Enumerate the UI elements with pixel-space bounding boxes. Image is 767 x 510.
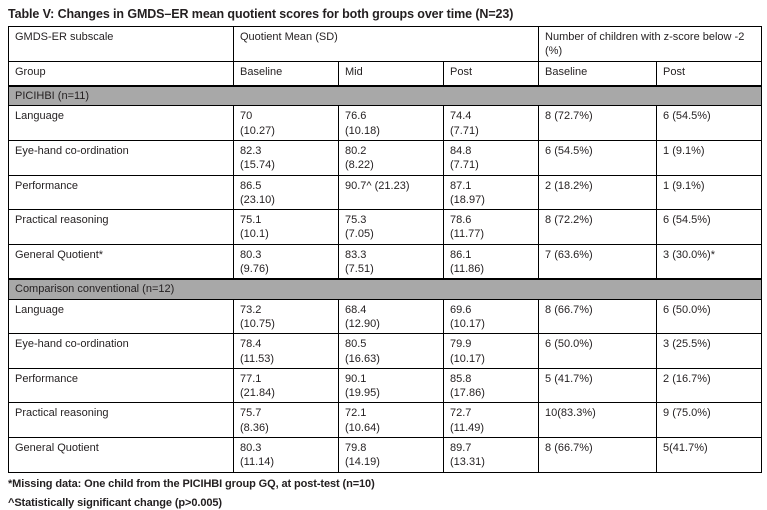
cell-baseline: 78.4 (11.53) xyxy=(233,333,339,369)
header-row-groups: GMDS-ER subscale Quotient Mean (SD) Numb… xyxy=(8,26,763,62)
cell-z-baseline: 8 (66.7%) xyxy=(538,298,658,335)
cell-z-post: 5(41.7%) xyxy=(656,437,763,473)
cell-z-post: 3 (25.5%) xyxy=(656,333,763,369)
cell-z-baseline: 2 (18.2%) xyxy=(538,174,658,211)
row-label: Eye-hand co-ordination xyxy=(8,333,234,369)
cell-z-post: 1 (9.1%) xyxy=(656,174,763,211)
cell-post: 78.6 (11.77) xyxy=(442,209,540,245)
header-group: Group xyxy=(8,60,234,87)
table-row: General Quotient* 80.3 (9.76) 83.3 (7.51… xyxy=(8,243,763,280)
table-row: Performance 77.1 (21.84) 90.1 (19.95) 85… xyxy=(8,367,763,404)
cell-z-post: 6 (50.0%) xyxy=(656,298,763,335)
cell-baseline: 86.5 (23.10) xyxy=(233,174,339,211)
row-label: General Quotient* xyxy=(8,243,234,280)
cell-mid: 83.3 (7.51) xyxy=(338,243,444,280)
cell-baseline: 75.1 (10.1) xyxy=(233,209,339,245)
cell-post: 69.6 (10.17) xyxy=(442,298,540,335)
cell-z-post: 1 (9.1%) xyxy=(656,139,763,176)
cell-z-baseline: 6 (50.0%) xyxy=(538,333,658,369)
cell-z-post: 6 (54.5%) xyxy=(656,105,763,141)
cell-baseline: 70 (10.27) xyxy=(233,105,339,141)
table-row: Eye-hand co-ordination 78.4 (11.53) 80.5… xyxy=(8,333,763,369)
cell-baseline: 80.3 (9.76) xyxy=(233,243,339,280)
cell-post: 86.1 (11.86) xyxy=(442,243,540,280)
header-subscale: GMDS-ER subscale xyxy=(8,26,234,62)
cell-baseline: 75.7 (8.36) xyxy=(233,402,339,439)
table-row: Language 73.2 (10.75) 68.4 (12.90) 69.6 … xyxy=(8,298,763,335)
cell-baseline: 80.3 (11.14) xyxy=(233,437,339,473)
header-quotient-mean: Quotient Mean (SD) xyxy=(232,26,540,62)
cell-z-baseline: 8 (66.7%) xyxy=(538,437,658,473)
cell-post: 74.4 (7.71) xyxy=(442,105,540,141)
header-row-columns: Group Baseline Mid Post Baseline Post xyxy=(8,60,763,87)
row-label: Performance xyxy=(8,367,234,404)
cell-z-baseline: 5 (41.7%) xyxy=(538,367,658,404)
section-header-picihbi: PICIHBI (n=11) xyxy=(7,85,763,107)
cell-mid: 76.6 (10.18) xyxy=(338,105,444,141)
cell-mid: 90.1 (19.95) xyxy=(338,367,444,404)
cell-z-post: 9 (75.0%) xyxy=(656,402,763,439)
table-row: Practical reasoning 75.7 (8.36) 72.1 (10… xyxy=(8,402,763,439)
header-z-baseline: Baseline xyxy=(538,60,658,87)
row-label: Eye-hand co-ordination xyxy=(8,139,234,176)
cell-z-post: 3 (30.0%)* xyxy=(656,243,763,280)
cell-mid: 72.1 (10.64) xyxy=(338,402,444,439)
row-label: General Quotient xyxy=(8,437,234,473)
cell-z-baseline: 7 (63.6%) xyxy=(538,243,658,280)
cell-z-baseline: 10(83.3%) xyxy=(538,402,658,439)
section-header-comparison: Comparison conventional (n=12) xyxy=(7,278,763,300)
cell-post: 89.7 (13.31) xyxy=(442,437,540,473)
header-z-post: Post xyxy=(656,60,763,87)
header-zscore: Number of children with z-score below -2… xyxy=(538,26,763,62)
footnote-missing-data: *Missing data: One child from the PICIHB… xyxy=(8,477,375,490)
row-label: Language xyxy=(8,105,234,141)
row-label: Practical reasoning xyxy=(8,209,234,245)
cell-post: 72.7 (11.49) xyxy=(442,402,540,439)
cell-z-baseline: 8 (72.2%) xyxy=(538,209,658,245)
cell-mid: 80.5 (16.63) xyxy=(338,333,444,369)
cell-post: 87.1 (18.97) xyxy=(442,174,540,211)
row-label: Practical reasoning xyxy=(8,402,234,439)
cell-post: 84.8 (7.71) xyxy=(442,139,540,176)
row-label: Performance xyxy=(8,174,234,211)
cell-z-post: 2 (16.7%) xyxy=(656,367,763,404)
cell-baseline: 82.3 (15.74) xyxy=(233,139,339,176)
cell-post: 79.9 (10.17) xyxy=(442,333,540,369)
table-row: Language 70 (10.27) 76.6 (10.18) 74.4 (7… xyxy=(8,105,763,141)
cell-mid: 80.2 (8.22) xyxy=(338,139,444,176)
header-post: Post xyxy=(442,60,540,87)
gmds-table: GMDS-ER subscale Quotient Mean (SD) Numb… xyxy=(7,26,763,473)
cell-mid: 68.4 (12.90) xyxy=(338,298,444,335)
cell-mid: 90.7^ (21.23) xyxy=(338,174,444,211)
table-row: General Quotient 80.3 (11.14) 79.8 (14.1… xyxy=(8,437,763,473)
table-row: Practical reasoning 75.1 (10.1) 75.3 (7.… xyxy=(8,209,763,245)
cell-z-post: 6 (54.5%) xyxy=(656,209,763,245)
cell-mid: 79.8 (14.19) xyxy=(338,437,444,473)
table-row: Eye-hand co-ordination 82.3 (15.74) 80.2… xyxy=(8,139,763,176)
cell-baseline: 77.1 (21.84) xyxy=(233,367,339,404)
footnotes: *Missing data: One child from the PICIHB… xyxy=(8,478,760,510)
header-mid: Mid xyxy=(338,60,444,87)
cell-mid: 75.3 (7.05) xyxy=(338,209,444,245)
cell-post: 85.8 (17.86) xyxy=(442,367,540,404)
cell-baseline: 73.2 (10.75) xyxy=(233,298,339,335)
cell-z-baseline: 8 (72.7%) xyxy=(538,105,658,141)
section-label: Comparison conventional (n=12) xyxy=(7,278,763,300)
section-label: PICIHBI (n=11) xyxy=(7,85,763,107)
table-title: Table V: Changes in GMDS–ER mean quotien… xyxy=(8,7,514,21)
footnote-significance: ^Statistically significant change (p>0.0… xyxy=(8,497,222,510)
row-label: Language xyxy=(8,298,234,335)
header-baseline: Baseline xyxy=(233,60,339,87)
cell-z-baseline: 6 (54.5%) xyxy=(538,139,658,176)
table-row: Performance 86.5 (23.10) 90.7^ (21.23) 8… xyxy=(8,174,763,211)
